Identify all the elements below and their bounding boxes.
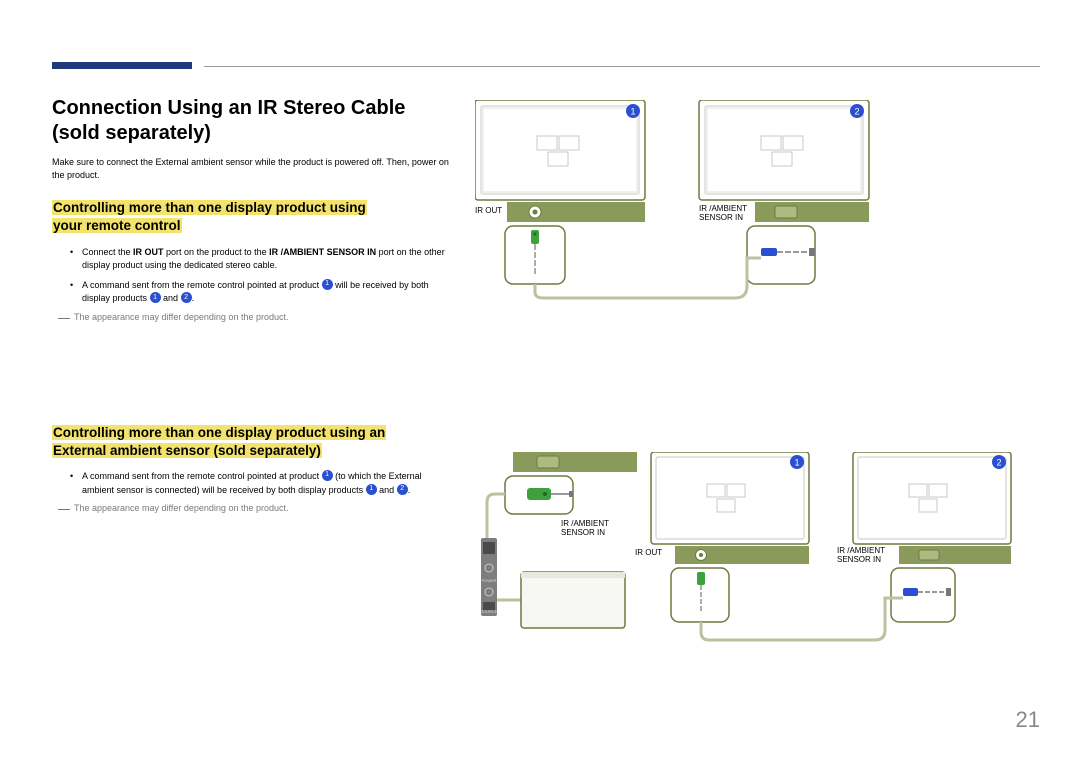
diagram-2: POWER SOURCE IR /AMBIENT SENSOR IN 1: [475, 452, 1050, 662]
badge-2b: 2: [992, 455, 1006, 469]
badge-1-icon: 1: [366, 484, 377, 495]
display-2b: [853, 452, 1011, 544]
svg-text:IR /AMBIENT: IR /AMBIENT: [561, 519, 609, 528]
badge-1b: 1: [790, 455, 804, 469]
section2-heading-line2: External ambient sensor (sold separately…: [52, 443, 322, 458]
section1-heading: Controlling more than one display produc…: [52, 199, 452, 235]
ext-sensor-plug-box: [505, 476, 573, 514]
port-box-2b: [899, 546, 1011, 564]
section1-bullet-1: Connect the IR OUT port on the product t…: [70, 246, 452, 273]
section2: Controlling more than one display produc…: [52, 424, 452, 513]
badge-2-icon: 2: [397, 484, 408, 495]
header-rule: [204, 66, 1040, 67]
svg-text:1: 1: [630, 107, 635, 117]
port-box-1: [507, 202, 645, 222]
badge-1-icon: 1: [150, 292, 161, 303]
diagram-1-svg: IR OUT 1: [475, 100, 1040, 300]
connector-box-1: [505, 226, 565, 284]
display-2: [699, 100, 869, 200]
svg-text:1: 1: [794, 458, 799, 468]
label-ir-ambient-l1: IR /AMBIENT: [699, 204, 747, 213]
left-column: Connection Using an IR Stereo Cable (sol…: [52, 96, 452, 513]
badge-1-icon: 1: [322, 470, 333, 481]
section1-bullets: Connect the IR OUT port on the product t…: [70, 246, 452, 306]
display-1: [475, 100, 645, 200]
section2-heading-line1: Controlling more than one display produc…: [52, 425, 386, 440]
section2-bullet-1: A command sent from the remote control p…: [70, 470, 452, 497]
section1-bullet-2: A command sent from the remote control p…: [70, 279, 452, 306]
section1-note: The appearance may differ depending on t…: [58, 312, 452, 322]
ext-sensor-port: [513, 452, 637, 472]
connector-box-1b: [671, 568, 729, 622]
badge-2: 2: [850, 104, 864, 118]
receiver-box: [521, 572, 625, 628]
display-1b: [651, 452, 809, 544]
svg-text:SENSOR IN: SENSOR IN: [561, 528, 605, 537]
connector-box-2: [747, 226, 815, 284]
label-ir-ambient-l2: SENSOR IN: [699, 213, 743, 222]
port-box-2: [755, 202, 869, 222]
section2-note: The appearance may differ depending on t…: [58, 503, 452, 513]
badge-1: 1: [626, 104, 640, 118]
port-box-1b: [675, 546, 809, 564]
diagram-1: IR OUT 1: [475, 100, 1040, 300]
badge-1-icon: 1: [322, 279, 333, 290]
connector-box-2b: [891, 568, 955, 622]
diagram-2-svg: POWER SOURCE IR /AMBIENT SENSOR IN 1: [475, 452, 1050, 662]
svg-text:IR /AMBIENT: IR /AMBIENT: [837, 546, 885, 555]
svg-text:IR OUT: IR OUT: [635, 548, 662, 557]
intro-text: Make sure to connect the External ambien…: [52, 156, 452, 181]
svg-text:SOURCE: SOURCE: [480, 609, 497, 614]
section1-heading-line1: Controlling more than one display produc…: [52, 200, 367, 215]
remote-control: POWER SOURCE: [480, 538, 497, 616]
header-accent-bar: [52, 62, 192, 69]
section2-bullets: A command sent from the remote control p…: [70, 470, 452, 497]
svg-text:POWER: POWER: [481, 578, 496, 583]
svg-text:2: 2: [854, 107, 859, 117]
label-ir-out: IR OUT: [475, 206, 502, 215]
svg-text:SENSOR IN: SENSOR IN: [837, 555, 881, 564]
badge-2-icon: 2: [181, 292, 192, 303]
svg-text:2: 2: [996, 458, 1001, 468]
cable-2: [701, 598, 903, 640]
page-title: Connection Using an IR Stereo Cable (sol…: [52, 96, 452, 146]
cable-1: [535, 258, 761, 298]
section1-heading-line2: your remote control: [52, 218, 182, 233]
page-number: 21: [1016, 707, 1040, 733]
section2-heading: Controlling more than one display produc…: [52, 424, 452, 460]
